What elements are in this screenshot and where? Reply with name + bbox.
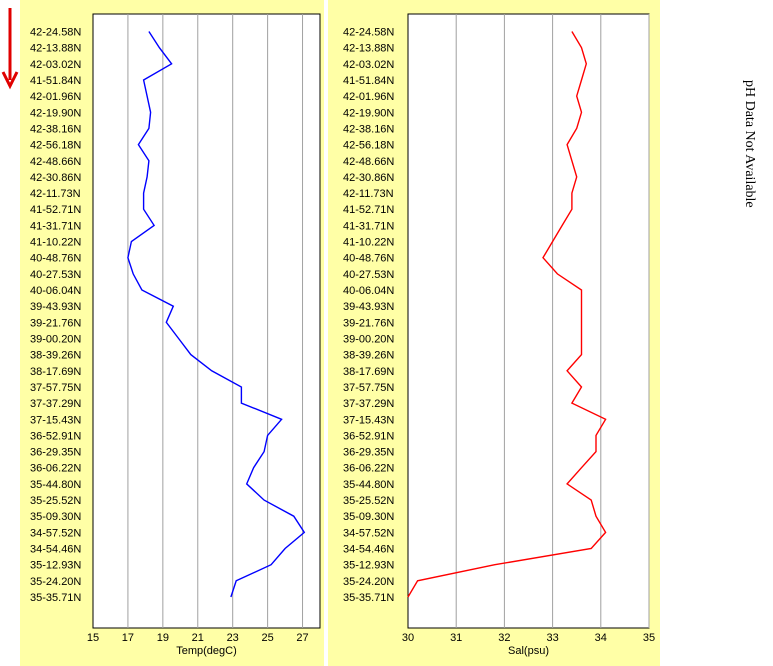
sal-y-tick-label: 42-24.58N	[343, 27, 394, 39]
sal-y-tick-label: 35-09.30N	[343, 511, 394, 523]
sal-y-tick-label: 42-01.96N	[343, 91, 394, 103]
temp-y-tick-label: 35-44.80N	[30, 479, 81, 491]
temp-x-tick-label: 25	[261, 632, 273, 644]
temp-y-tick-label: 42-38.16N	[30, 123, 81, 135]
arrow-head	[1, 71, 19, 90]
temp-x-tick-label: 23	[227, 632, 239, 644]
temp-y-tick-label: 42-48.66N	[30, 156, 81, 168]
temp-y-tick-label: 39-43.93N	[30, 301, 81, 313]
sal-y-tick-label: 42-30.86N	[343, 172, 394, 184]
temp-y-tick-label: 38-17.69N	[30, 366, 81, 378]
sal-x-tick-label: 31	[450, 632, 462, 644]
temp-y-tick-label: 39-21.76N	[30, 317, 81, 329]
temperature-chart: 15 17 19 21 23 25 27 Temp(degC) 42-24.58N 42-13.8…	[30, 13, 321, 657]
temp-y-tick-label: 35-25.52N	[30, 495, 81, 507]
sal-x-tick-label: 33	[546, 632, 558, 644]
temp-y-tick-label: 35-24.20N	[30, 576, 81, 588]
sal-y-tick-label: 41-10.22N	[343, 237, 394, 249]
sal-y-tick-label: 35-24.20N	[343, 576, 394, 588]
ph-note: pH Data Not Available	[715, 80, 773, 280]
temp-y-tick-label: 34-54.46N	[30, 544, 81, 556]
temp-y-tick-label: 42-01.96N	[30, 91, 81, 103]
sal-y-tick-label: 36-06.22N	[343, 463, 394, 475]
sal-data-line	[407, 31, 607, 598]
temp-y-tick-label: 41-51.84N	[30, 75, 81, 87]
temp-y-tick-label: 38-39.26N	[30, 350, 81, 362]
temp-y-tick-label: 40-27.53N	[30, 269, 81, 281]
sal-y-tick-label: 41-31.71N	[343, 220, 394, 232]
temp-y-tick-label: 42-24.58N	[30, 27, 81, 39]
sal-y-tick-label: 36-52.91N	[343, 430, 394, 442]
temp-y-tick-label: 39-00.20N	[30, 333, 81, 345]
sal-x-tick-label: 32	[498, 632, 510, 644]
temp-y-tick-label: 36-06.22N	[30, 463, 81, 475]
sal-y-tick-label: 42-13.88N	[343, 43, 394, 55]
temp-x-tick-label: 21	[192, 632, 204, 644]
sal-y-tick-label: 37-37.29N	[343, 398, 394, 410]
sal-y-tick-label: 34-57.52N	[343, 527, 394, 539]
sal-y-tick-label: 40-48.76N	[343, 253, 394, 265]
temp-y-tick-label: 42-56.18N	[30, 140, 81, 152]
sal-y-tick-label: 40-27.53N	[343, 269, 394, 281]
sal-y-tick-label: 41-52.71N	[343, 204, 394, 216]
temp-y-tick-label: 40-06.04N	[30, 285, 81, 297]
temp-x-tick-label: 15	[87, 632, 99, 644]
sal-y-tick-label: 40-06.04N	[343, 285, 394, 297]
temp-y-tick-label: 34-57.52N	[30, 527, 81, 539]
temp-y-tick-label: 41-52.71N	[30, 204, 81, 216]
sal-y-tick-label: 39-43.93N	[343, 301, 394, 313]
temp-x-tick-label: 19	[157, 632, 169, 644]
temp-y-tick-label: 36-52.91N	[30, 430, 81, 442]
sal-y-tick-label: 42-19.90N	[343, 107, 394, 119]
sal-y-tick-label: 42-03.02N	[343, 59, 394, 71]
sal-y-tick-label: 35-25.52N	[343, 495, 394, 507]
sal-y-tick-label: 41-51.84N	[343, 75, 394, 87]
down-arrow-icon	[1, 8, 19, 90]
sal-y-tick-label: 42-48.66N	[343, 156, 394, 168]
sal-y-tick-label: 38-39.26N	[343, 350, 394, 362]
sal-x-tick-label: 30	[402, 632, 414, 644]
sal-y-tick-label: 34-54.46N	[343, 544, 394, 556]
temp-data-line	[127, 31, 306, 598]
temp-x-axis-title: Temp(degC)	[176, 645, 237, 657]
temp-y-tick-label: 42-30.86N	[30, 172, 81, 184]
sal-x-tick-label: 34	[595, 632, 607, 644]
sal-y-tick-label: 42-56.18N	[343, 140, 394, 152]
temp-y-tick-label: 35-09.30N	[30, 511, 81, 523]
sal-y-tick-label: 39-00.20N	[343, 333, 394, 345]
sal-y-tick-label: 36-29.35N	[343, 447, 394, 459]
sal-y-tick-label: 38-17.69N	[343, 366, 394, 378]
sal-y-tick-label: 37-15.43N	[343, 414, 394, 426]
ph-note-text: pH Data Not Available	[742, 80, 757, 208]
temp-x-tick-label: 17	[122, 632, 134, 644]
temp-y-tick-label: 41-31.71N	[30, 220, 81, 232]
temp-y-tick-label: 40-48.76N	[30, 253, 81, 265]
temp-y-tick-label: 36-29.35N	[30, 447, 81, 459]
temp-y-tick-label: 41-10.22N	[30, 237, 81, 249]
temp-y-tick-label: 37-37.29N	[30, 398, 81, 410]
temp-y-tick-label: 37-15.43N	[30, 414, 81, 426]
temp-y-tick-label: 37-57.75N	[30, 382, 81, 394]
sal-y-tick-label: 35-35.71N	[343, 592, 394, 604]
temp-y-tick-label: 42-19.90N	[30, 107, 81, 119]
sal-y-tick-label: 37-57.75N	[343, 382, 394, 394]
sal-y-tick-label: 35-44.80N	[343, 479, 394, 491]
temp-x-tick-label: 27	[296, 632, 308, 644]
temp-y-tick-label: 35-12.93N	[30, 560, 81, 572]
sal-y-tick-label: 42-11.73N	[343, 188, 394, 200]
sal-y-tick-label: 42-38.16N	[343, 123, 394, 135]
sal-y-tick-label: 39-21.76N	[343, 317, 394, 329]
temp-y-tick-label: 35-35.71N	[30, 592, 81, 604]
temp-plot-area	[92, 13, 321, 629]
sal-x-axis-title: Sal(psu)	[508, 645, 549, 657]
sal-x-tick-label: 35	[643, 632, 655, 644]
sal-y-tick-label: 35-12.93N	[343, 560, 394, 572]
temp-y-tick-label: 42-03.02N	[30, 59, 81, 71]
temp-y-tick-label: 42-13.88N	[30, 43, 81, 55]
salinity-chart: 30 31 32 33 34 35 Sal(psu) 42-24.58N 42-13.88N 42…	[343, 13, 655, 657]
sal-plot-area	[407, 13, 650, 629]
temp-y-tick-label: 42-11.73N	[30, 188, 81, 200]
